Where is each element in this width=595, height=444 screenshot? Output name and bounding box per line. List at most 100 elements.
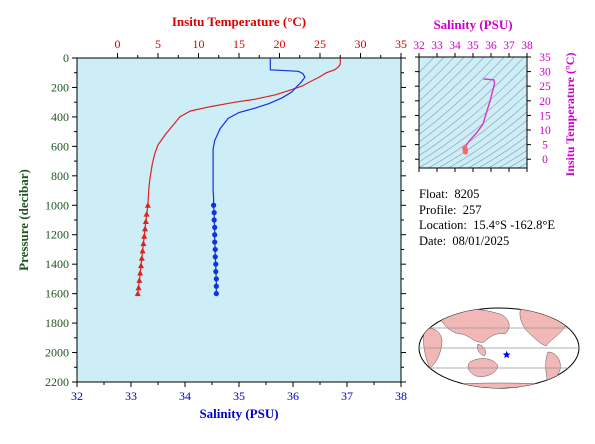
y-tick-label: 1800 [45, 316, 69, 330]
location-value: 15.4°S -162.8°E [473, 218, 556, 232]
salinity-data-point [211, 202, 217, 208]
ts-salinity-tick-label: 33 [431, 40, 443, 52]
salinity-tick-label: 34 [179, 389, 191, 403]
salinity-data-point [213, 283, 219, 289]
temperature-axis-title: Insitu Temperature (°C) [172, 14, 306, 29]
ts-temperature-tick-label: 5 [542, 140, 548, 152]
temperature-data-point [136, 277, 143, 283]
y-tick-label: 400 [51, 110, 69, 124]
temperature-tick-label: 20 [274, 37, 286, 51]
temperature-tick-label: 0 [115, 37, 121, 51]
temperature-data-point [143, 210, 150, 217]
ts-salinity-tick-label: 37 [503, 40, 515, 52]
ts-salinity-axis-title: Salinity (PSU) [433, 17, 512, 32]
ts-salinity-tick-label: 32 [413, 40, 425, 52]
isopycnal-contour [419, 57, 445, 83]
isopycnal-contour [507, 156, 527, 168]
ts-temperature-tick-label: 10 [539, 125, 551, 137]
salinity-data-point [212, 224, 218, 230]
salinity-tick-label: 38 [395, 389, 407, 403]
isopycnal-contour [419, 57, 435, 74]
salinity-data-point [212, 246, 218, 253]
float-value: 8205 [454, 187, 480, 201]
salinity-axis-title: Salinity (PSU) [199, 406, 278, 421]
isopycnal-contour [419, 57, 455, 93]
salinity-tick-label: 32 [71, 389, 83, 403]
salinity-data-point [212, 232, 218, 238]
main-plot-background [77, 58, 401, 382]
isopycnal-contour [467, 127, 527, 168]
temperature-data-point [137, 262, 144, 269]
temperature-data-point [138, 254, 145, 261]
temperature-data-point [134, 290, 141, 297]
date-value: 08/01/2025 [452, 233, 510, 248]
profile-value: 257 [462, 202, 482, 217]
star-icon [502, 350, 511, 359]
ts-temperature-tick-label: 35 [539, 52, 551, 64]
y-tick-label: 1200 [45, 228, 69, 242]
y-tick-label: 2200 [45, 375, 69, 389]
ts-salinity-tick-label: 35 [467, 40, 479, 52]
ts-isopycnal-group [419, 52, 595, 173]
y-tick-label: 1000 [45, 198, 69, 212]
ts-temperature-axis-title: Insitu Temperature (°C) [563, 53, 577, 177]
isopycnal-contour [419, 57, 465, 102]
y-tick-label: 1400 [45, 257, 69, 271]
isopycnal-contour [437, 102, 527, 168]
temperature-tick-label: 25 [314, 37, 326, 51]
isopycnal-contour [487, 142, 527, 168]
map-parallel [419, 327, 579, 329]
ts-data-point [462, 149, 469, 155]
temperature-tick-label: 35 [395, 37, 407, 51]
temperature-data-point [141, 232, 148, 239]
isopycnal-contour [419, 57, 505, 135]
map-parallel [419, 367, 579, 369]
antarctica-land [429, 382, 571, 388]
temperature-data-point [142, 225, 149, 232]
profile-label: Profile: [419, 202, 457, 217]
y-tick-label: 1600 [45, 287, 69, 301]
salinity-data-point [211, 210, 217, 216]
isopycnal-contour [419, 57, 495, 128]
salinity-data-point [213, 268, 219, 275]
y-tick-label: 600 [51, 139, 69, 153]
salinity-tick-label: 36 [287, 389, 299, 403]
isopycnal-contour [419, 57, 515, 143]
y-tick-label: 2000 [45, 346, 69, 360]
y-tick-label: 200 [51, 80, 69, 94]
ts-salinity-tick-label: 36 [485, 40, 497, 52]
isopycnal-contour [517, 162, 527, 168]
isopycnal-contour [497, 149, 527, 168]
y-tick-label: 0 [63, 51, 69, 65]
temperature-tick-label: 30 [355, 37, 367, 51]
isopycnal-contour [447, 111, 527, 168]
ts-salinity-tick-label: 38 [521, 40, 533, 52]
date-label: Date: [419, 233, 447, 248]
salinity-data-point [213, 291, 219, 297]
float-info-block: Float: 8205 Profile: 257 Location: 15.4°… [419, 187, 555, 249]
ts-temperature-tick-label: 25 [539, 81, 551, 93]
location-label: Location: [419, 218, 467, 232]
salinity-tick-label: 33 [125, 389, 137, 403]
isopycnal-contour [419, 74, 527, 163]
salinity-tick-label: 37 [341, 389, 353, 403]
isopycnal-contour [419, 64, 527, 156]
isopycnal-contour [419, 57, 525, 150]
southeast-asia-land [477, 343, 486, 357]
salinity-data-point [212, 254, 218, 260]
temperature-data-point [135, 284, 142, 291]
temperature-data-point [137, 269, 144, 276]
salinity-data-point [213, 276, 219, 282]
temperature-tick-label: 5 [155, 37, 161, 51]
main-plot-frame [76, 57, 402, 383]
salinity-tick-label: 35 [233, 389, 245, 403]
isopycnal-contour [519, 52, 595, 173]
location-info-row: Location: 15.4°S -162.8°E [419, 218, 555, 234]
salinity-data-point [212, 239, 218, 245]
temperature-data-point [144, 201, 151, 208]
ts-temperature-tick-label: 15 [539, 110, 551, 122]
temperature-data-point [140, 240, 147, 247]
temperature-tick-label: 15 [233, 37, 245, 51]
